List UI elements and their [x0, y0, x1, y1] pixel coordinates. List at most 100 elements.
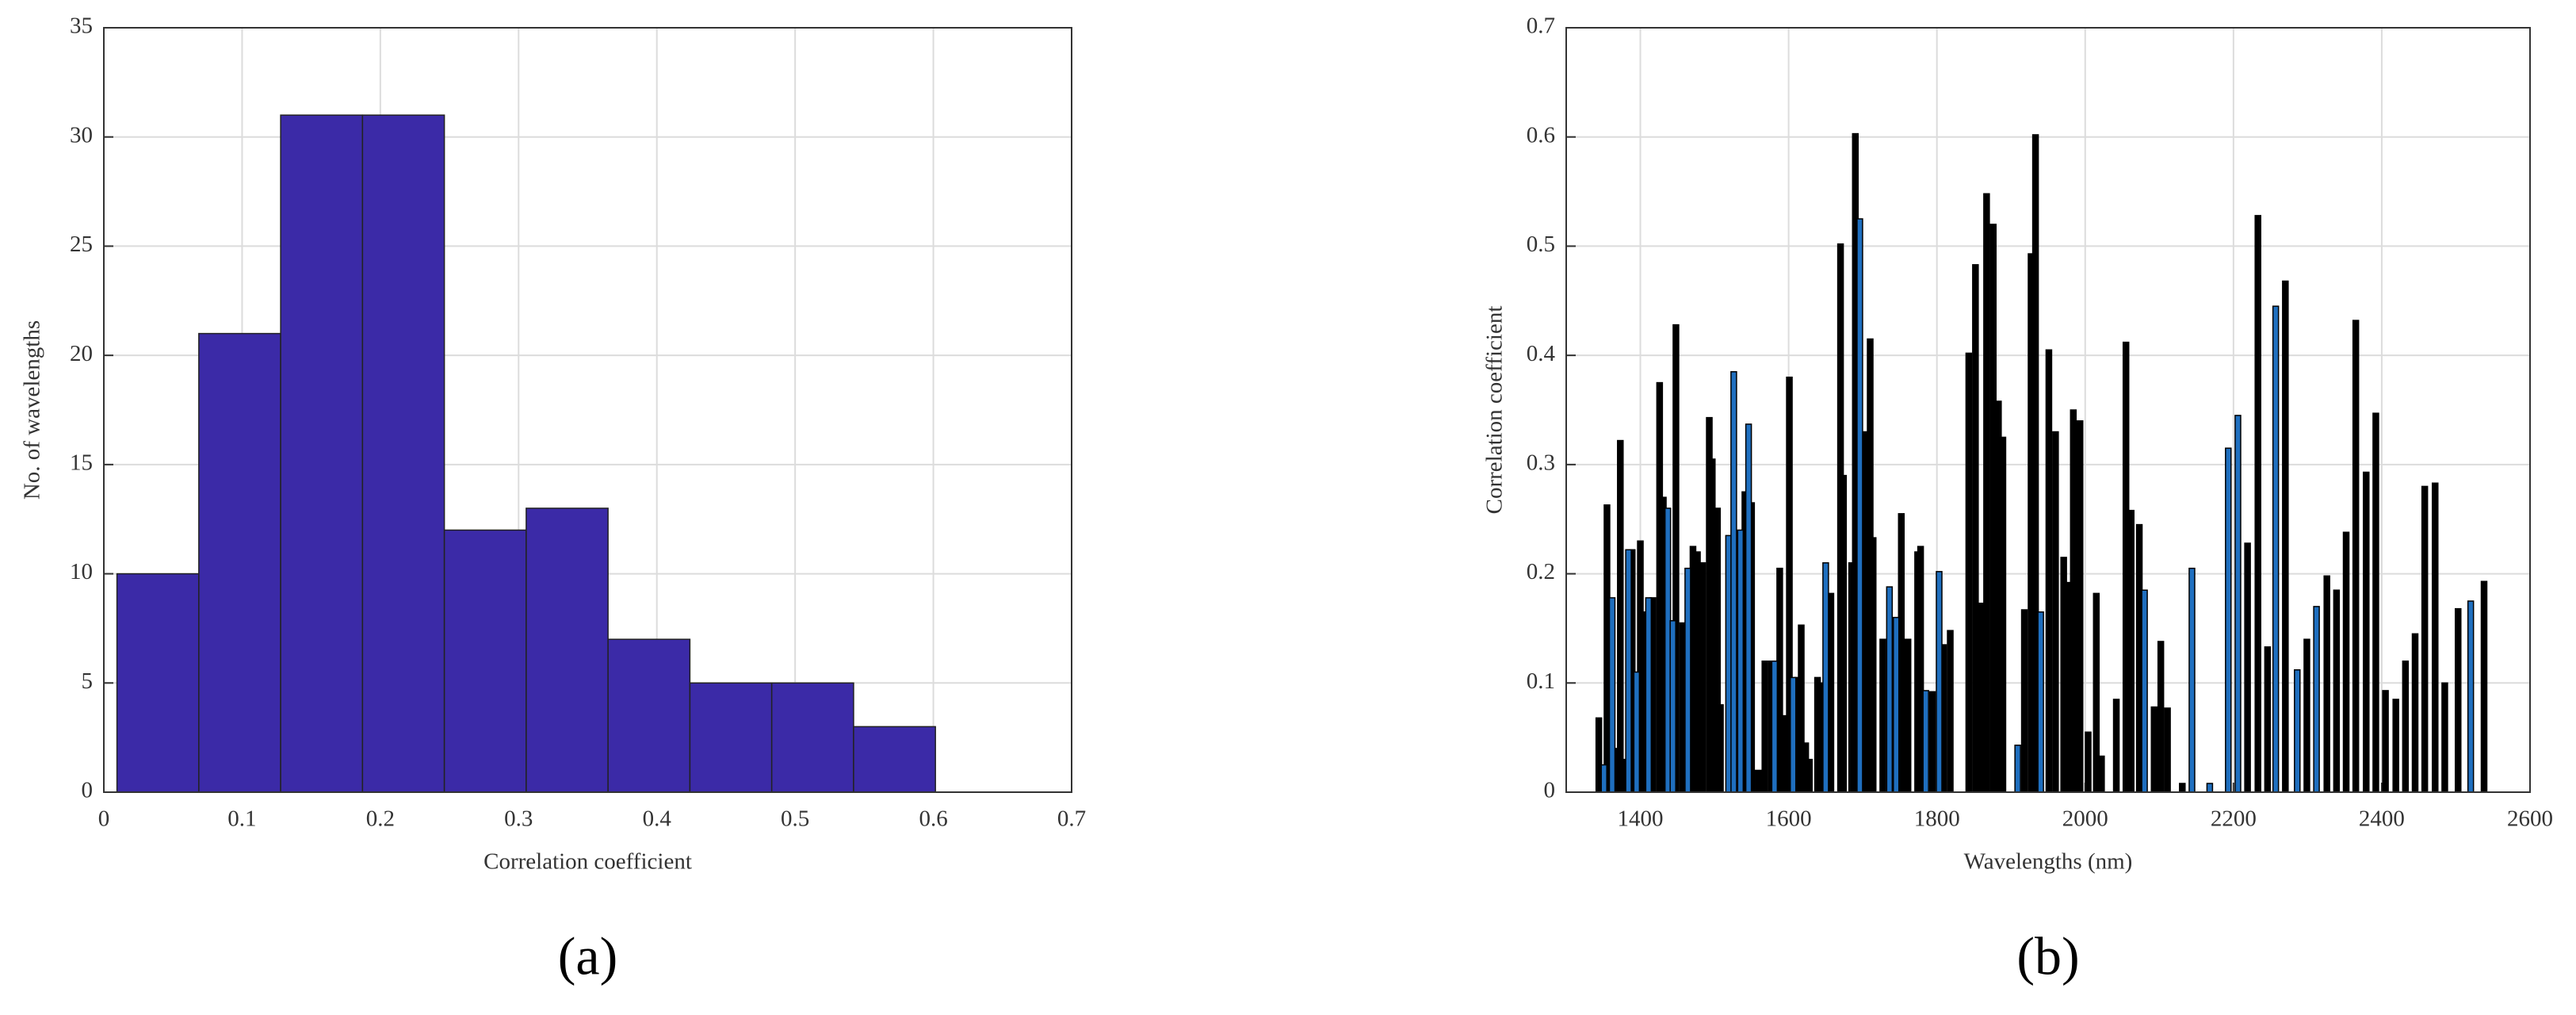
bar	[2392, 699, 2399, 793]
x-tick-label: 0.6	[919, 806, 947, 832]
bar	[2076, 420, 2084, 793]
histogram-bar	[526, 508, 609, 793]
x-tick-label: 2600	[2507, 806, 2553, 832]
bar	[2141, 589, 2148, 793]
histogram-bar	[770, 682, 854, 793]
bar	[1972, 264, 1979, 793]
x-tick-label: 0.4	[643, 806, 672, 832]
plot-frame	[103, 27, 1072, 793]
x-tick-label: 1600	[1766, 806, 1812, 832]
bar	[1840, 474, 1848, 793]
bar	[1879, 638, 1886, 793]
bar	[1892, 616, 1900, 793]
x-axis-label: Correlation coefficient	[483, 849, 692, 875]
bar	[2112, 699, 2120, 793]
plot-frame	[1565, 27, 2531, 793]
bar	[2421, 485, 2429, 793]
histogram-bar	[198, 332, 281, 793]
bar	[2313, 606, 2320, 793]
bar	[1822, 562, 1829, 793]
y-tick-label: 0	[82, 778, 94, 803]
x-axis-label: Wavelengths (nm)	[1964, 849, 2133, 875]
x-tick-label: 2200	[2211, 806, 2257, 832]
bar	[1936, 571, 1943, 793]
bar	[2455, 607, 2462, 793]
histogram-bar	[361, 114, 445, 793]
x-tick-label: 0.3	[504, 806, 533, 832]
histogram-bar	[280, 114, 364, 793]
histogram-bar	[853, 726, 936, 793]
bar	[2323, 575, 2330, 793]
bar	[2441, 682, 2448, 793]
y-axis-label: Correlation coefficient	[1482, 306, 1508, 515]
bar	[2225, 447, 2232, 793]
bar	[2234, 415, 2242, 793]
bar	[2020, 609, 2028, 793]
bar	[2333, 589, 2341, 793]
bar	[1645, 597, 1653, 793]
bar	[2037, 611, 2044, 793]
x-tick-label: 0	[98, 806, 110, 832]
bar	[2045, 349, 2053, 793]
bar	[2052, 431, 2059, 793]
bar	[1965, 352, 1973, 793]
y-tick-label: 35	[70, 13, 93, 39]
bar	[1737, 529, 1745, 793]
bar	[2402, 660, 2410, 793]
y-tick-label: 0.5	[1527, 232, 1555, 257]
x-tick-label: 0.1	[227, 806, 256, 832]
bar	[1928, 691, 1936, 793]
bar	[2282, 280, 2289, 793]
bar	[2098, 755, 2105, 793]
y-tick-label: 0.4	[1527, 341, 1556, 366]
bar	[1789, 676, 1797, 793]
bar	[1745, 423, 1752, 793]
y-tick-label: 0.3	[1527, 450, 1555, 476]
bar	[2480, 580, 2488, 793]
panel-label: (b)	[2016, 926, 2079, 986]
bar	[1922, 690, 1929, 793]
bar	[1904, 638, 1912, 793]
histogram-bar	[689, 682, 773, 793]
bar	[2014, 745, 2021, 793]
bar	[1633, 671, 1641, 793]
x-tick-label: 0.7	[1057, 806, 1086, 832]
bar	[1617, 439, 1624, 793]
bar	[2272, 305, 2280, 793]
bar	[2127, 509, 2135, 793]
bar	[2244, 542, 2251, 793]
bar	[2411, 633, 2419, 793]
histogram-bar	[607, 638, 691, 793]
bar	[2467, 600, 2475, 793]
bar	[2157, 641, 2165, 793]
y-tick-label: 30	[70, 122, 93, 147]
bar	[2432, 482, 2439, 793]
bar	[2188, 567, 2196, 793]
bar	[2382, 690, 2389, 793]
bar	[1771, 660, 1779, 793]
bar	[1947, 630, 1954, 793]
bar	[2363, 471, 2370, 793]
bar	[2150, 706, 2158, 793]
bar	[1755, 769, 1762, 793]
y-tick-label: 10	[70, 559, 93, 584]
y-tick-label: 0	[1544, 778, 1556, 803]
x-tick-label: 1800	[1914, 806, 1960, 832]
bar	[1625, 549, 1632, 793]
x-tick-label: 2000	[2062, 806, 2108, 832]
y-tick-label: 0.2	[1527, 559, 1555, 584]
bar	[1600, 764, 1607, 793]
bar	[1856, 218, 1863, 793]
bar	[1806, 758, 1814, 793]
bar	[1869, 537, 1877, 793]
y-tick-label: 25	[70, 232, 93, 257]
bar	[2164, 707, 2171, 793]
y-tick-label: 0.1	[1527, 668, 1555, 694]
x-tick-label: 0.5	[781, 806, 809, 832]
bar	[1684, 567, 1691, 793]
histogram-bar	[116, 573, 200, 793]
bar	[2352, 320, 2360, 793]
bar	[2264, 646, 2272, 793]
panel-label: (a)	[558, 926, 617, 986]
